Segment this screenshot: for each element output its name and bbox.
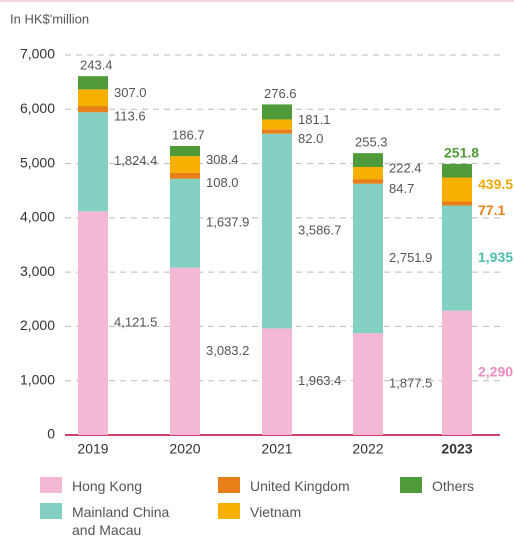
- bar-segment: [262, 129, 292, 134]
- y-tick-label: 1,000: [20, 371, 55, 387]
- value-label: 2,751.9: [389, 250, 432, 265]
- x-tick-label: 2020: [169, 441, 200, 457]
- value-label: 276.6: [264, 86, 297, 101]
- bar-segment: [442, 310, 472, 435]
- legend-label: Vietnam: [250, 504, 302, 520]
- value-label: 1,824.4: [114, 153, 157, 168]
- value-label: 308.4: [206, 152, 239, 167]
- value-label: 77.1: [478, 202, 505, 218]
- x-tick-label: 2019: [77, 441, 108, 457]
- bar-segment: [353, 167, 383, 180]
- value-label: 181.1: [298, 112, 331, 127]
- bar-segment: [262, 328, 292, 435]
- legend-label: Hong Kong: [72, 478, 143, 494]
- bar-segment: [170, 267, 200, 435]
- bar-segment: [170, 156, 200, 173]
- value-label: 82.0: [298, 131, 323, 146]
- bar-segment: [442, 163, 472, 178]
- bar-segment: [170, 172, 200, 179]
- bar-segment: [353, 179, 383, 184]
- x-tick-label: 2021: [261, 441, 292, 457]
- y-tick-label: 2,000: [20, 317, 55, 333]
- value-label: 222.4: [389, 160, 422, 175]
- bar-segment: [78, 89, 108, 107]
- legend-label: Mainland China and Macau: [72, 504, 170, 538]
- bar-segment: [353, 183, 383, 334]
- value-label: 1,637.9: [206, 215, 249, 230]
- value-label: 1,935.9: [478, 249, 514, 265]
- bar-segment: [442, 201, 472, 206]
- value-label: 186.7: [172, 127, 205, 142]
- x-tick-label: 2023: [441, 441, 472, 457]
- legend-swatch: [218, 503, 240, 519]
- legend-item: Mainland China and Macau: [40, 503, 184, 539]
- legend-label: United Kingdom: [250, 478, 350, 494]
- x-tick-label: 2022: [352, 441, 383, 457]
- value-label: 84.7: [389, 181, 414, 196]
- y-tick-label: 5,000: [20, 154, 55, 170]
- value-label: 2,290.3: [478, 364, 514, 380]
- value-label: 1,877.5: [389, 375, 432, 390]
- legend-label: Others: [432, 478, 475, 494]
- legend-swatch: [40, 477, 62, 493]
- bar-segment: [78, 106, 108, 113]
- bar-segment: [353, 153, 383, 168]
- y-tick-label: 6,000: [20, 100, 55, 116]
- value-label: 4,121.5: [114, 315, 157, 330]
- value-label: 439.5: [478, 176, 513, 192]
- bar-segment: [353, 333, 383, 435]
- value-label: 108.0: [206, 175, 239, 190]
- legend-item: Vietnam: [218, 503, 362, 521]
- bar-segment: [262, 104, 292, 120]
- y-tick-label: 4,000: [20, 209, 55, 225]
- value-label: 3,083.2: [206, 343, 249, 358]
- bar-segment: [78, 76, 108, 90]
- value-label: 3,586.7: [298, 222, 341, 237]
- legend-swatch: [400, 477, 422, 493]
- value-label: 1,963.4: [298, 373, 341, 388]
- value-label: 243.4: [80, 58, 113, 73]
- y-tick-label: 3,000: [20, 263, 55, 279]
- value-label: 251.8: [444, 145, 479, 161]
- legend-item: Hong Kong: [40, 477, 184, 495]
- bar-segment: [78, 211, 108, 435]
- legend-swatch: [40, 503, 62, 519]
- subtitle: In HK$'million: [10, 11, 89, 26]
- legend-item: Others: [400, 477, 514, 495]
- value-label: 113.6: [114, 109, 146, 124]
- bar-segment: [170, 145, 200, 157]
- value-label: 307.0: [114, 85, 147, 100]
- bar-segment: [442, 205, 472, 311]
- legend-item: United Kingdom: [218, 477, 362, 495]
- y-tick-label: 0: [47, 426, 55, 442]
- bar-segment: [442, 177, 472, 202]
- y-tick-label: 7,000: [20, 46, 55, 62]
- value-label: 255.3: [355, 135, 388, 150]
- bar-segment: [262, 119, 292, 130]
- bar-segment: [170, 178, 200, 268]
- bar-segment: [78, 112, 108, 212]
- bar-segment: [262, 133, 292, 329]
- legend-swatch: [218, 477, 240, 493]
